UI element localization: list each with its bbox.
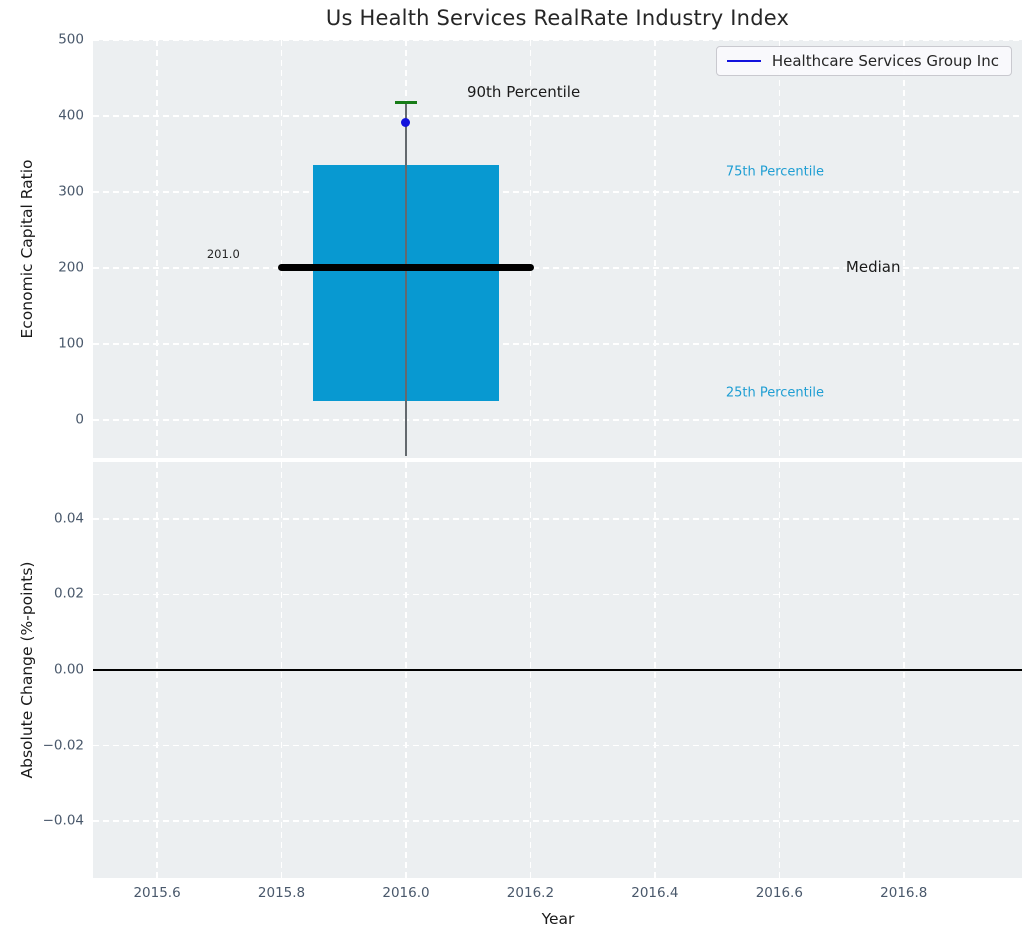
x-tick-label: 2016.0 <box>382 885 430 901</box>
legend-label: Healthcare Services Group Inc <box>771 52 999 70</box>
y-tick-label: 200 <box>58 259 84 276</box>
gridline <box>93 191 1022 193</box>
x-tick-label: 2016.4 <box>631 885 679 901</box>
top-axes: Healthcare Services Group Inc 90th Perce… <box>93 40 1022 458</box>
p90-cap <box>394 100 418 104</box>
gridline <box>93 517 1022 520</box>
gridline <box>778 40 781 458</box>
gridline <box>93 419 1022 421</box>
p25-label: 25th Percentile <box>725 385 824 401</box>
whisker-line <box>405 102 407 456</box>
gridline <box>93 593 1022 596</box>
median-line <box>278 263 534 271</box>
median-value-label: 201.0 <box>206 247 240 262</box>
gridline <box>902 40 905 458</box>
y-tick-label: 300 <box>58 183 84 200</box>
chart-title: Us Health Services RealRate Industry Ind… <box>325 6 790 30</box>
gridline <box>93 820 1022 823</box>
x-axis-label: Year <box>541 910 575 928</box>
bottom-axes <box>93 462 1022 878</box>
y-tick-label: 100 <box>58 335 84 352</box>
zero-line <box>93 669 1022 671</box>
y-tick-label: 0 <box>75 411 84 428</box>
legend-line-sample <box>726 60 761 62</box>
y-tick-label: 400 <box>58 107 84 124</box>
p90-label: 90th Percentile <box>466 83 581 102</box>
x-tick-label: 2016.2 <box>506 885 555 901</box>
y-tick-label: −0.02 <box>42 736 84 753</box>
x-tick-label: 2016.8 <box>880 885 928 901</box>
gridline <box>93 267 1022 269</box>
company-point-marker <box>401 117 411 127</box>
y-tick-label: 0.00 <box>53 661 84 678</box>
gridline <box>156 40 158 458</box>
x-tick-label: 2015.6 <box>133 885 181 901</box>
x-tick-label: 2015.8 <box>257 885 306 901</box>
p75-label: 75th Percentile <box>725 164 824 180</box>
gridline <box>93 115 1022 117</box>
gridline <box>93 40 1022 41</box>
y-tick-label: 0.04 <box>53 509 84 526</box>
y-tick-label: −0.04 <box>42 812 84 829</box>
gridline <box>529 40 532 458</box>
gridline <box>93 744 1022 747</box>
x-tick-label: 2016.6 <box>755 885 803 901</box>
legend: Healthcare Services Group Inc <box>715 46 1012 76</box>
gridline <box>654 40 656 458</box>
y-tick-label: 0.02 <box>53 585 84 602</box>
y-tick-label: 500 <box>58 31 84 48</box>
gridline <box>280 40 283 458</box>
gridline <box>93 343 1022 345</box>
median-label: Median <box>845 258 901 277</box>
